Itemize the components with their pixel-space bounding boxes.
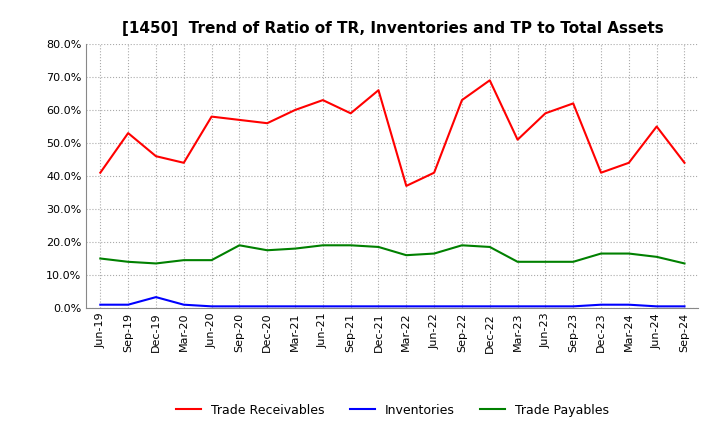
Inventories [235,304,243,309]
Inventories [402,304,410,309]
Title: [1450]  Trend of Ratio of TR, Inventories and TP to Total Assets: [1450] Trend of Ratio of TR, Inventories… [122,21,663,36]
Inventories [430,304,438,309]
Inventories [291,304,300,309]
Trade Payables [374,244,383,249]
Trade Receivables [235,117,243,122]
Inventories [318,304,327,309]
Trade Receivables [652,124,661,129]
Inventories [374,304,383,309]
Trade Payables [624,251,633,256]
Inventories [152,294,161,300]
Line: Inventories: Inventories [100,297,685,306]
Trade Receivables [374,88,383,93]
Trade Payables [152,261,161,266]
Trade Receivables [96,170,104,175]
Trade Payables [318,243,327,248]
Inventories [346,304,355,309]
Trade Receivables [263,121,271,126]
Trade Receivables [430,170,438,175]
Trade Receivables [485,77,494,83]
Inventories [652,304,661,309]
Trade Payables [458,243,467,248]
Trade Receivables [680,160,689,165]
Trade Payables [680,261,689,266]
Trade Payables [263,248,271,253]
Trade Receivables [458,97,467,103]
Trade Payables [652,254,661,260]
Trade Receivables [152,154,161,159]
Trade Payables [235,243,243,248]
Trade Payables [179,257,188,263]
Trade Receivables [179,160,188,165]
Trade Receivables [624,160,633,165]
Line: Trade Payables: Trade Payables [100,246,685,264]
Inventories [124,302,132,307]
Inventories [680,304,689,309]
Inventories [569,304,577,309]
Trade Receivables [291,107,300,113]
Inventories [207,304,216,309]
Trade Receivables [597,170,606,175]
Trade Payables [402,253,410,258]
Trade Payables [569,259,577,264]
Inventories [624,302,633,307]
Inventories [458,304,467,309]
Trade Receivables [318,97,327,103]
Trade Payables [541,259,550,264]
Trade Payables [207,257,216,263]
Trade Receivables [569,101,577,106]
Trade Payables [96,256,104,261]
Inventories [179,302,188,307]
Inventories [96,302,104,307]
Legend: Trade Receivables, Inventories, Trade Payables: Trade Receivables, Inventories, Trade Pa… [171,399,613,422]
Trade Payables [513,259,522,264]
Inventories [263,304,271,309]
Trade Receivables [402,183,410,188]
Trade Receivables [124,130,132,136]
Trade Receivables [346,110,355,116]
Trade Payables [291,246,300,251]
Trade Payables [597,251,606,256]
Trade Receivables [207,114,216,119]
Trade Payables [430,251,438,256]
Line: Trade Receivables: Trade Receivables [100,80,685,186]
Inventories [597,302,606,307]
Inventories [513,304,522,309]
Trade Receivables [541,110,550,116]
Trade Payables [124,259,132,264]
Inventories [485,304,494,309]
Inventories [541,304,550,309]
Trade Payables [485,244,494,249]
Trade Receivables [513,137,522,142]
Trade Payables [346,243,355,248]
